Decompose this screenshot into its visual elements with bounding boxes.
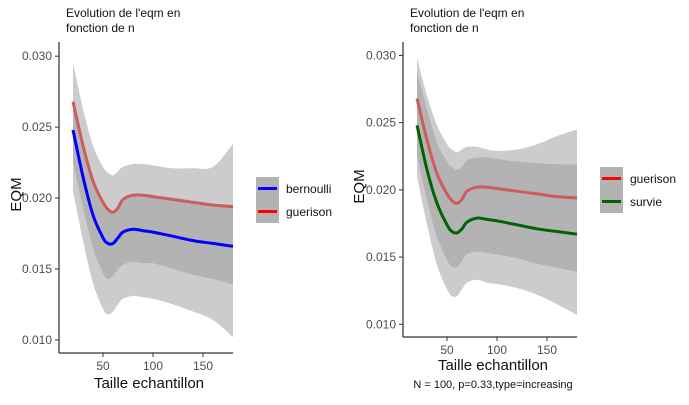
chart-title-line: fonction de n — [66, 21, 135, 35]
chart-title-line: Evolution de l'eqm en — [410, 6, 524, 20]
chart-panel-1: Evolution de l'eqm en fonction de n 0.010 0… — [8, 6, 332, 392]
x-tick-label: 50 — [96, 359, 110, 373]
chart-caption: N = 100, p=0.33,type=increasing — [413, 379, 572, 391]
y-tick-label: 0.015 — [22, 262, 52, 276]
y-tick-label: 0.025 — [22, 120, 52, 134]
y-axis-title: EQM — [351, 169, 368, 203]
x-tick-label: 150 — [193, 359, 213, 373]
chart-title-line: Evolution de l'eqm en — [66, 6, 180, 20]
legend: bernoulli guerison — [256, 177, 332, 223]
y-axis-title: EQM — [8, 177, 25, 211]
x-tick-label: 50 — [440, 343, 454, 357]
y-tick-label: 0.020 — [366, 183, 396, 197]
x-axis-title: Taille echantillon — [94, 375, 204, 392]
series-line-survie — [415, 124, 578, 236]
legend-label-guerison: guerison — [286, 205, 332, 219]
series-line-guerison — [415, 98, 578, 205]
x-axis-title: Taille echantillon — [438, 357, 548, 374]
y-tick-label: 0.025 — [366, 116, 396, 130]
x-tick-label: 100 — [487, 343, 507, 357]
y-tick-label: 0.020 — [22, 191, 52, 205]
x-tick-label: 100 — [143, 359, 163, 373]
legend-label-survie: survie — [630, 195, 662, 209]
y-tick-label: 0.015 — [366, 250, 396, 264]
legend: guerison survie — [600, 167, 676, 213]
chart-title: Evolution de l'eqm en fonction de n — [410, 6, 524, 35]
legend-label-bernoulli: bernoulli — [286, 182, 331, 196]
legend-label-guerison: guerison — [630, 172, 676, 186]
y-tick-label: 0.030 — [366, 48, 396, 62]
confidence-band-inner — [417, 71, 577, 272]
series-line-bernoulli — [71, 129, 234, 248]
chart-panel-2: Evolution de l'eqm en fonction de n 0.010 0… — [351, 6, 676, 374]
x-tick-label: 150 — [537, 343, 557, 357]
y-tick-label: 0.030 — [22, 49, 52, 63]
series-line-guerison — [71, 101, 234, 214]
chart-title-line: fonction de n — [410, 21, 479, 35]
chart-title: Evolution de l'eqm en fonction de n — [66, 6, 180, 35]
confidence-band-inner — [73, 98, 233, 285]
y-tick-label: 0.010 — [22, 333, 52, 347]
y-tick-label: 0.010 — [366, 317, 396, 331]
